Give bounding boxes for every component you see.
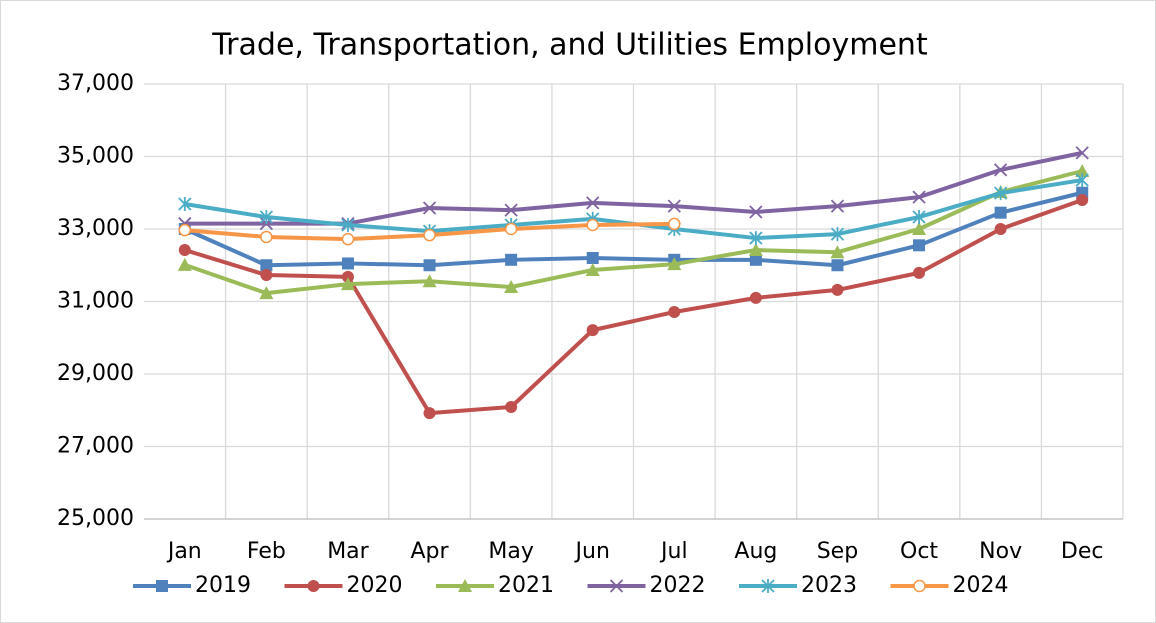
- marker: [994, 206, 1007, 219]
- y-tick-label: 37,000: [57, 71, 134, 96]
- marker: [307, 580, 320, 592]
- marker: [260, 259, 273, 272]
- marker: [585, 262, 600, 276]
- marker: [423, 228, 436, 242]
- marker: [830, 245, 845, 259]
- marker: [423, 259, 436, 272]
- legend-label: 2021: [498, 573, 554, 598]
- y-tick-label: 35,000: [57, 144, 134, 169]
- x-tick-label: Jul: [659, 539, 688, 564]
- marker: [668, 217, 681, 231]
- marker: [422, 201, 437, 215]
- marker: [667, 199, 681, 213]
- x-tick-label: Feb: [247, 539, 286, 564]
- chart-title: Trade, Transportation, and Utilities Emp…: [211, 28, 928, 63]
- marker: [260, 269, 273, 282]
- marker: [749, 231, 763, 246]
- legend-label: 2022: [650, 573, 706, 598]
- series-line: [184, 169, 1083, 296]
- legend-item: 2024: [890, 573, 1009, 598]
- marker: [259, 210, 274, 225]
- marker: [260, 230, 273, 244]
- y-tick-label: 27,000: [57, 434, 134, 459]
- marker: [341, 270, 354, 283]
- legend-item: 2019: [133, 573, 251, 598]
- marker: [993, 186, 1008, 201]
- x-tick-label: May: [488, 539, 533, 564]
- marker: [913, 579, 926, 593]
- marker: [505, 253, 518, 266]
- marker: [830, 199, 845, 213]
- marker: [259, 286, 274, 300]
- marker: [586, 218, 599, 232]
- marker: [993, 163, 1008, 177]
- marker: [912, 210, 926, 225]
- marker: [586, 252, 599, 264]
- marker: [586, 324, 599, 337]
- x-tick-label: Mar: [327, 539, 369, 564]
- legend-item: 2021: [436, 573, 554, 598]
- marker: [504, 222, 518, 236]
- legend-item: 2020: [284, 573, 403, 598]
- marker: [831, 259, 844, 272]
- marker: [156, 580, 168, 592]
- marker: [1075, 164, 1090, 177]
- marker: [749, 205, 763, 219]
- legend-label: 2023: [801, 573, 857, 598]
- marker: [668, 306, 681, 319]
- x-tick-label: Dec: [1061, 539, 1104, 564]
- marker: [913, 239, 926, 252]
- x-tick-label: Aug: [734, 539, 777, 564]
- marker: [831, 283, 844, 296]
- marker: [609, 579, 624, 593]
- marker: [341, 218, 355, 233]
- x-tick-label: Sep: [817, 539, 858, 564]
- series-line: [184, 198, 1083, 416]
- legend-item: 2022: [587, 573, 706, 598]
- series-line: [183, 190, 1083, 268]
- marker: [422, 274, 437, 288]
- marker: [1075, 146, 1089, 160]
- legend-label: 2020: [347, 573, 403, 598]
- marker: [178, 196, 192, 211]
- marker: [912, 190, 926, 204]
- marker: [177, 257, 192, 271]
- x-tick-label: Jun: [574, 539, 610, 564]
- y-tick-label: 29,000: [57, 361, 134, 386]
- marker: [178, 223, 192, 237]
- marker: [458, 579, 472, 592]
- marker: [341, 232, 355, 246]
- x-tick-label: Oct: [900, 539, 938, 564]
- marker: [341, 257, 354, 270]
- y-tick-label: 25,000: [57, 506, 134, 531]
- y-tick-label: 31,000: [57, 289, 134, 314]
- marker: [586, 196, 600, 210]
- marker: [178, 244, 191, 257]
- legend-item: 2023: [739, 573, 857, 598]
- marker: [994, 223, 1007, 235]
- marker: [667, 257, 682, 271]
- x-tick-label: Jan: [166, 539, 202, 564]
- marker: [1075, 173, 1089, 188]
- x-tick-label: Apr: [411, 539, 450, 564]
- legend-label: 2024: [953, 573, 1009, 598]
- marker: [748, 243, 763, 257]
- marker: [913, 266, 926, 279]
- legend-label: 2019: [195, 573, 251, 598]
- marker: [505, 400, 518, 413]
- marker: [830, 227, 845, 242]
- marker: [504, 203, 518, 217]
- marker: [340, 277, 355, 291]
- marker: [912, 222, 927, 235]
- marker: [504, 280, 519, 293]
- marker: [749, 291, 762, 304]
- x-tick-label: Nov: [979, 539, 1022, 564]
- y-tick-label: 33,000: [57, 216, 134, 241]
- marker: [749, 253, 762, 266]
- marker: [1076, 194, 1089, 206]
- marker: [761, 579, 775, 593]
- marker: [423, 407, 436, 420]
